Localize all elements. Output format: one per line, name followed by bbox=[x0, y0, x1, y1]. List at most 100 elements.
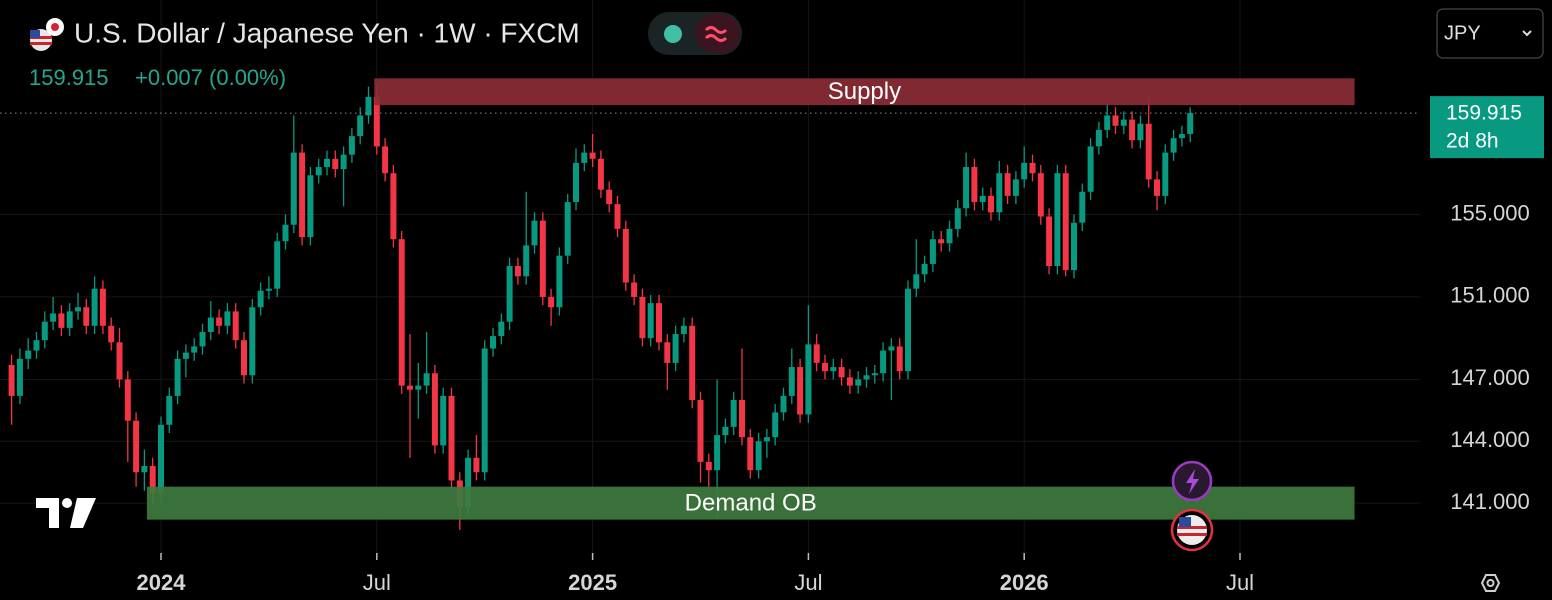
candle-body bbox=[99, 288, 106, 326]
candle-body bbox=[465, 457, 472, 508]
candle-body bbox=[988, 195, 994, 213]
candle-body bbox=[1062, 173, 1069, 271]
candle-body bbox=[199, 331, 206, 347]
candle-body bbox=[514, 266, 521, 277]
candle-body bbox=[822, 362, 828, 372]
candle-body bbox=[888, 346, 895, 351]
candle-body bbox=[846, 377, 853, 386]
candle-body bbox=[1120, 119, 1127, 126]
zone bbox=[146, 486, 1355, 520]
y-tick-label: 147.000 bbox=[1450, 365, 1530, 390]
candle-body bbox=[348, 136, 355, 155]
candle-body bbox=[25, 350, 32, 359]
candle-body bbox=[747, 437, 754, 471]
y-tick-label: 155.000 bbox=[1450, 200, 1530, 225]
candle-body bbox=[1037, 173, 1044, 217]
currency-select[interactable]: JPY bbox=[1436, 8, 1544, 59]
candle-body bbox=[763, 437, 770, 442]
candle-body bbox=[506, 266, 513, 322]
candle-body bbox=[880, 350, 887, 374]
candle-body bbox=[1178, 134, 1185, 139]
candle-body bbox=[332, 158, 339, 170]
x-tick-label: 2025 bbox=[568, 570, 617, 595]
candle-body bbox=[722, 426, 729, 436]
candle-body bbox=[1137, 123, 1144, 141]
candle-body bbox=[91, 288, 98, 326]
y-tick-label: 151.000 bbox=[1450, 283, 1530, 308]
candle-body bbox=[1170, 138, 1177, 153]
candle-body bbox=[108, 325, 115, 343]
candle-body bbox=[365, 96, 372, 116]
economic-event-icon[interactable] bbox=[1170, 508, 1214, 552]
candle-body bbox=[539, 220, 546, 297]
candle-body bbox=[531, 220, 538, 246]
candle-body bbox=[1071, 222, 1077, 271]
candle-body bbox=[216, 317, 223, 326]
candle-body bbox=[324, 158, 330, 168]
plot-area: Supply Demand OB bbox=[0, 0, 1420, 560]
candle-body bbox=[1095, 129, 1102, 147]
candle-body bbox=[50, 313, 57, 322]
event-icon[interactable] bbox=[1171, 460, 1213, 502]
candle-body bbox=[440, 395, 447, 446]
x-tick-label: 2026 bbox=[1000, 570, 1049, 595]
candle-body bbox=[730, 400, 737, 427]
candle-body bbox=[149, 466, 156, 493]
candle-body bbox=[232, 311, 239, 341]
candle-body bbox=[83, 307, 90, 326]
x-tick-label: Jul bbox=[363, 570, 391, 595]
candle-body bbox=[124, 379, 131, 421]
candle-body bbox=[772, 412, 779, 438]
candle-body bbox=[589, 152, 596, 159]
candle-body bbox=[8, 364, 15, 396]
candle-body bbox=[697, 400, 704, 462]
last-price: 159.915 bbox=[29, 65, 109, 90]
candle-body bbox=[382, 146, 389, 174]
last-price-box bbox=[1430, 96, 1544, 159]
y-tick-label: 141.000 bbox=[1450, 489, 1530, 514]
candle-body bbox=[431, 373, 438, 446]
candle-body bbox=[66, 311, 73, 328]
countdown-label: 2d 8h bbox=[1446, 130, 1499, 153]
candle-body bbox=[423, 373, 430, 386]
candle-body bbox=[182, 352, 189, 359]
candle-body bbox=[307, 175, 314, 238]
candle-body bbox=[448, 395, 455, 481]
candle-body bbox=[191, 346, 198, 353]
candle-body bbox=[299, 152, 306, 238]
candle-body bbox=[614, 204, 621, 229]
candle-body bbox=[1054, 173, 1061, 267]
candle-body bbox=[714, 435, 721, 471]
candle-body bbox=[855, 379, 862, 386]
candle-body bbox=[174, 358, 181, 396]
candle-body bbox=[158, 424, 164, 493]
candle-body bbox=[913, 274, 920, 289]
candle-body bbox=[871, 373, 878, 376]
candle-body bbox=[664, 342, 671, 363]
candle-body bbox=[224, 311, 231, 326]
candle-body bbox=[1145, 123, 1152, 180]
currency-label: JPY bbox=[1444, 22, 1481, 44]
indicator-toggle[interactable] bbox=[648, 12, 742, 55]
candle-body bbox=[797, 367, 804, 415]
settings-icon[interactable] bbox=[1480, 574, 1501, 592]
candle-body bbox=[805, 344, 812, 415]
candle-body bbox=[548, 296, 555, 308]
candle-body bbox=[1079, 191, 1086, 223]
candle-body bbox=[979, 195, 986, 203]
candle-body bbox=[705, 461, 712, 471]
candle-body bbox=[166, 395, 173, 425]
candle-body bbox=[755, 441, 762, 471]
candle-body bbox=[207, 317, 214, 332]
candle-body bbox=[921, 263, 928, 275]
candle-body bbox=[1029, 162, 1036, 174]
candle-body bbox=[929, 239, 936, 264]
candle-body bbox=[1162, 152, 1169, 196]
candle-body bbox=[415, 385, 422, 390]
candle-body bbox=[780, 395, 787, 413]
zone-label: Supply bbox=[828, 78, 901, 105]
candle-body bbox=[265, 288, 272, 291]
candle-body bbox=[647, 303, 654, 339]
candle-body bbox=[1046, 216, 1053, 267]
